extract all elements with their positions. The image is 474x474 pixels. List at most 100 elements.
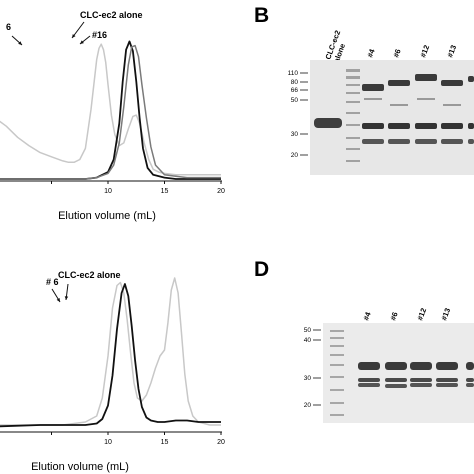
gel-d-ladder-band [330, 389, 344, 391]
gel-d-band [385, 362, 407, 370]
gel-d-mw-label-40: 40 [304, 337, 312, 344]
gel-d-mw-label-30: 30 [304, 375, 312, 382]
panel-a-annotations: 6 CLC-ec2 alone #16 [6, 10, 143, 46]
gel-d-band [466, 362, 474, 370]
panel-c-x-ticks: 10 15 20 [51, 432, 225, 446]
gel-b-lane-label-4: #4 [365, 47, 377, 59]
panel-c-annotation-arrowhead-clc-ec2-alone [64, 296, 69, 300]
panel-b-letter: B [254, 4, 269, 27]
gel-d-band [385, 378, 407, 382]
panel-a-annotation-6: 6 [6, 22, 11, 32]
panel-a-series-16-line [0, 44, 221, 180]
gel-b-mw-label-80: 80 [291, 79, 299, 86]
gel-d-band [410, 383, 432, 387]
gel-b-mw-label-110: 110 [288, 70, 299, 77]
gel-b-lane-label-6: #6 [391, 48, 402, 59]
gel-b-band [415, 139, 437, 144]
panel-c-annotation-clc-ec2-alone: CLC-ec2 alone [58, 270, 121, 280]
gel-d-band [410, 362, 432, 370]
gel-b-bands [314, 69, 474, 162]
gel-b-ladder-band [346, 92, 360, 94]
panel-a-annotation-16: #16 [92, 30, 107, 40]
panel-a-x-ticks: 10 15 20 [51, 181, 225, 195]
gel-d-band [358, 362, 380, 370]
panel-d-letter: D [254, 258, 269, 281]
gel-b-lane-labels: #4 #6 #12 #13 [365, 44, 458, 59]
panel-c-tick-label-15: 15 [161, 439, 169, 446]
gel-b-ladder-band [346, 84, 360, 86]
gel-d-ladder-band [330, 345, 344, 347]
panel-c-plot-area [0, 277, 221, 428]
gel-d-lane-labels: #4 #6 #12 #13 [361, 307, 452, 322]
gel-b-band [388, 80, 410, 86]
gel-d-band [466, 378, 474, 382]
gel-b-band [468, 123, 474, 129]
gel-b-header-lane-label: CLC-ec2 alone [323, 29, 347, 64]
gel-d-ladder-band [330, 402, 344, 404]
panel-a-annotation-arrowhead-16 [80, 40, 84, 44]
gel-d-ladder-band [330, 330, 344, 332]
gel-b-ladder-band [346, 101, 360, 103]
panel-c-x-axis-title: Elution volume (mL) [31, 461, 129, 473]
panel-a-annotation-arrowhead-6 [18, 41, 22, 45]
gel-d-band [436, 383, 458, 387]
gel-d-band [436, 362, 458, 370]
gel-d-background [323, 323, 474, 423]
gel-b-band [468, 139, 474, 144]
panel-a-x-axis-title: Elution volume (mL) [58, 210, 156, 222]
gel-b-band [362, 123, 384, 129]
gel-b-band [415, 123, 437, 129]
panel-a-annotation-arrowhead-clc-ec2-alone [72, 34, 76, 38]
gel-b-ladder-band [346, 160, 360, 162]
gel-b-mw-label-30: 30 [291, 131, 299, 138]
gel-b-ladder-band [346, 112, 360, 114]
gel-d-lane-label-13: #13 [439, 307, 452, 322]
gel-b-background [310, 60, 474, 175]
gel-b-band [468, 76, 474, 82]
panel-a-tick-label-15: 15 [161, 188, 169, 195]
gel-b-band [314, 118, 342, 128]
gel-d-mw-label-20: 20 [304, 402, 312, 409]
gel-d-lane-label-6: #6 [388, 311, 399, 322]
gel-b-mw-label-20: 20 [291, 152, 299, 159]
gel-d-ladder-band [330, 364, 344, 366]
gel-b-band [364, 98, 382, 100]
panel-d-gel: D #4 #6 #12 #13 50 40 30 20 [254, 258, 474, 423]
gel-b-ladder-band [346, 137, 360, 139]
gel-d-mw-markers: 50 40 30 20 [304, 327, 321, 409]
gel-b-band [390, 104, 408, 106]
gel-b-mw-label-50: 50 [291, 97, 299, 104]
panel-a-plot-area [0, 40, 221, 180]
panel-c-series-clc-ec2-alone-line [0, 283, 221, 428]
gel-d-lane-label-4: #4 [361, 310, 373, 322]
gel-b-band [388, 139, 410, 144]
panel-a-annotation-clc-ec2-alone: CLC-ec2 alone [80, 10, 143, 20]
gel-b-lane-label-13: #13 [445, 44, 458, 59]
gel-d-ladder-band [330, 414, 344, 416]
panel-c-tick-label-20: 20 [217, 439, 225, 446]
gel-d-ladder-band [330, 376, 344, 378]
gel-b-mw-label-66: 66 [291, 87, 299, 94]
panel-a-series-6-line [0, 43, 221, 176]
gel-b-lane-label-12: #12 [418, 44, 431, 59]
gel-b-band [388, 123, 410, 129]
gel-b-band [362, 139, 384, 144]
gel-d-bands [330, 330, 474, 416]
gel-d-band [358, 378, 380, 382]
panel-c-annotation-6: # 6 [46, 277, 59, 287]
gel-b-ladder-band [346, 124, 360, 126]
gel-b-band [441, 80, 463, 86]
panel-a-tick-label-20: 20 [217, 188, 225, 195]
gel-d-band [436, 378, 458, 382]
gel-d-mw-label-50: 50 [304, 327, 312, 334]
gel-d-band [466, 383, 474, 387]
gel-b-band [441, 123, 463, 129]
gel-b-band [417, 98, 435, 100]
panel-c-tick-label-10: 10 [104, 439, 112, 446]
gel-b-band [415, 74, 437, 81]
